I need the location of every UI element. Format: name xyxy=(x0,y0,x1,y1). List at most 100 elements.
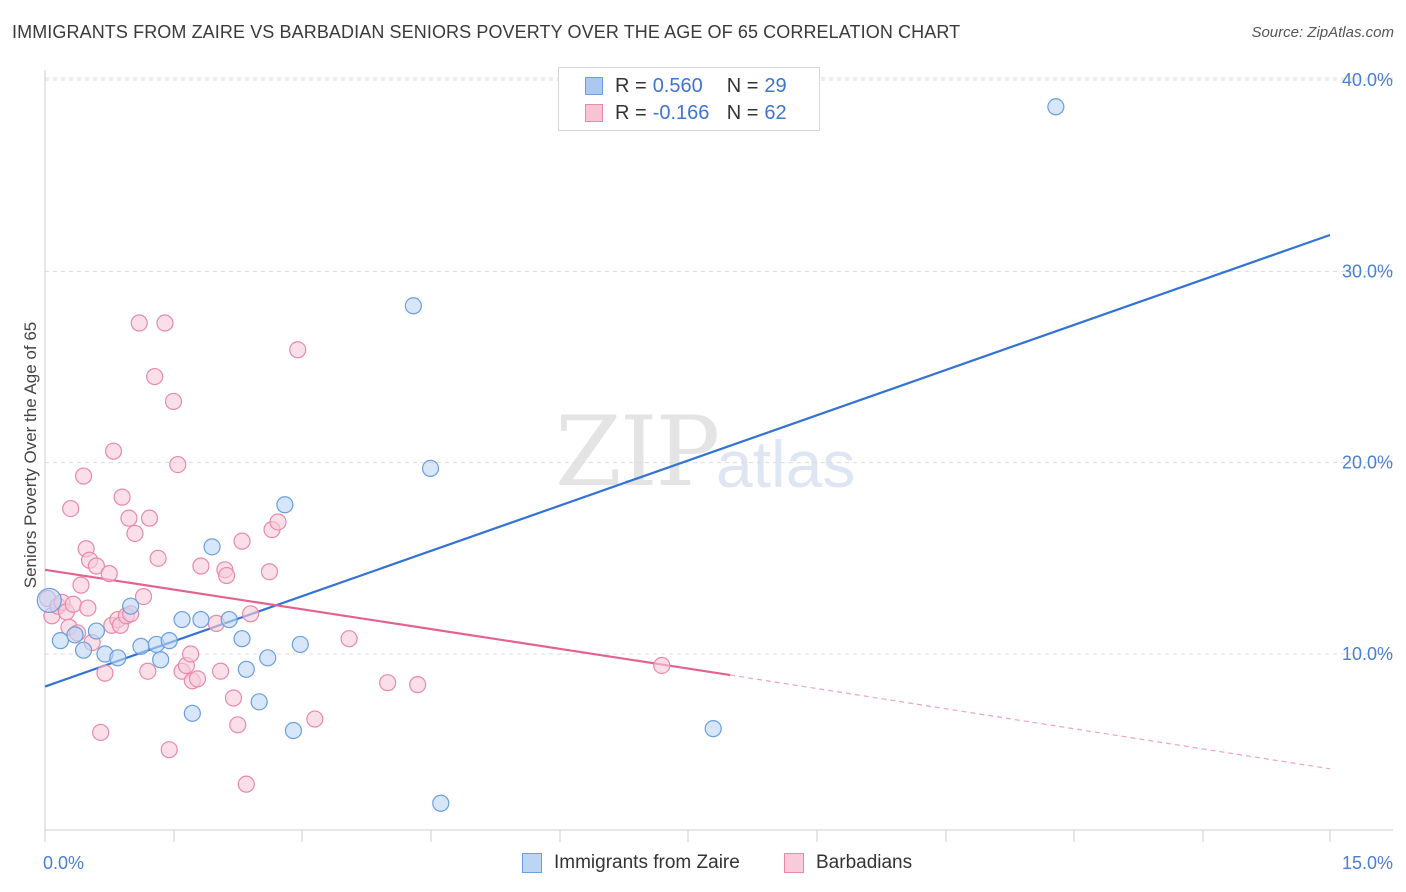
point-barbadians xyxy=(229,716,247,734)
point-zaire xyxy=(259,649,277,667)
grid-lines xyxy=(45,77,1393,655)
y-axis-label: Seniors Poverty Over the Age of 65 xyxy=(21,322,40,588)
legend-r-value: -0.166 xyxy=(652,101,710,124)
point-barbadians xyxy=(164,392,183,411)
point-barbadians xyxy=(260,563,279,581)
correlation-legend: R = 0.560 N = 29 R = -0.166 N = 62 xyxy=(558,67,820,131)
trend-line-barbadians-extension xyxy=(730,674,1331,770)
series-label-barbadians: Barbadians xyxy=(816,852,913,873)
point-zaire xyxy=(36,587,62,614)
point-zaire xyxy=(276,496,294,514)
point-barbadians xyxy=(182,645,200,663)
point-zaire xyxy=(122,597,140,615)
point-zaire xyxy=(87,622,106,640)
legend-r-label: R = xyxy=(615,101,647,124)
axes xyxy=(44,70,1393,842)
source-label: Source: ZipAtlas.com xyxy=(1251,24,1394,41)
point-barbadians xyxy=(237,775,255,793)
point-barbadians xyxy=(139,662,157,680)
point-barbadians xyxy=(156,314,174,332)
point-barbadians xyxy=(96,664,114,682)
point-zaire xyxy=(109,649,127,667)
point-barbadians xyxy=(233,532,251,550)
legend-swatch-zaire xyxy=(585,77,603,95)
point-zaire xyxy=(160,632,178,650)
axis-labels: 10.0% 20.0% 30.0% 40.0% 0.0% 15.0% Seniors Pov… xyxy=(21,70,1393,873)
legend-row-zaire: R = 0.560 N = 29 xyxy=(585,73,787,99)
y-tick-label: 20.0% xyxy=(1342,453,1393,473)
x-tick-label: 0.0% xyxy=(43,853,84,873)
point-barbadians xyxy=(100,565,118,583)
point-barbadians xyxy=(130,314,148,332)
series-legend-barbadians[interactable]: Barbadians xyxy=(784,852,912,874)
series-legend: Immigrants from Zaire Barbadians xyxy=(0,852,1406,878)
point-barbadians xyxy=(64,595,82,613)
legend-n-value: 62 xyxy=(764,101,787,124)
point-barbadians xyxy=(306,710,324,728)
point-barbadians xyxy=(289,341,307,359)
data-points xyxy=(36,98,1065,812)
point-zaire xyxy=(432,794,450,812)
point-barbadians xyxy=(169,455,187,474)
point-barbadians xyxy=(87,557,106,575)
y-tick-label: 40.0% xyxy=(1342,70,1393,90)
legend-n-value: 29 xyxy=(764,74,787,97)
point-zaire xyxy=(132,637,150,655)
point-zaire xyxy=(152,651,170,669)
legend-r-label: R = xyxy=(615,74,647,97)
point-barbadians xyxy=(379,674,397,692)
legend-n-label: N = xyxy=(726,101,759,124)
point-barbadians xyxy=(140,509,159,527)
point-zaire xyxy=(421,459,440,478)
chart-title: IMMIGRANTS FROM ZAIRE VS BARBADIAN SENIO… xyxy=(12,22,961,42)
point-barbadians xyxy=(79,599,97,617)
y-tick-label: 30.0% xyxy=(1342,261,1393,281)
y-tick-label: 10.0% xyxy=(1342,644,1393,664)
point-zaire xyxy=(203,538,221,556)
point-barbadians xyxy=(74,467,93,485)
point-zaire xyxy=(192,610,210,629)
trend-lines xyxy=(44,233,1331,770)
trend-line-barbadians xyxy=(44,568,731,677)
point-zaire xyxy=(237,660,255,678)
point-zaire xyxy=(404,297,422,315)
point-barbadians xyxy=(113,488,131,506)
point-barbadians xyxy=(92,723,110,742)
x-tick-label: 15.0% xyxy=(1342,853,1393,873)
watermark-atlas: atlas xyxy=(716,427,856,501)
point-barbadians xyxy=(126,524,144,543)
trend-line-zaire xyxy=(44,233,1331,688)
point-barbadians xyxy=(62,499,80,518)
legend-swatch-barbadians xyxy=(585,104,603,122)
point-barbadians xyxy=(192,557,210,575)
legend-r-value: 0.560 xyxy=(652,74,703,97)
point-barbadians xyxy=(149,549,167,567)
point-barbadians xyxy=(120,509,138,527)
point-barbadians xyxy=(104,442,123,460)
point-zaire xyxy=(704,720,722,738)
point-zaire xyxy=(173,610,191,629)
point-barbadians xyxy=(224,689,243,707)
point-barbadians xyxy=(188,670,207,688)
point-barbadians xyxy=(409,676,427,694)
point-barbadians xyxy=(269,513,287,531)
point-zaire xyxy=(66,626,84,644)
point-zaire xyxy=(250,693,268,711)
legend-row-barbadians: R = -0.166 N = 62 xyxy=(585,100,787,126)
point-barbadians xyxy=(653,656,671,675)
legend-n-label: N = xyxy=(726,74,759,97)
point-barbadians xyxy=(340,630,358,648)
point-zaire xyxy=(291,635,309,654)
point-zaire xyxy=(284,721,303,740)
point-barbadians xyxy=(160,741,178,759)
watermark-zip: ZIP xyxy=(555,396,720,508)
point-zaire xyxy=(183,704,201,722)
series-label-zaire: Immigrants from Zaire xyxy=(554,852,740,873)
point-barbadians xyxy=(72,576,90,594)
series-legend-zaire[interactable]: Immigrants from Zaire xyxy=(522,852,740,874)
series-swatch-barbadians xyxy=(784,853,804,873)
point-zaire xyxy=(74,641,93,659)
point-barbadians xyxy=(146,367,164,386)
point-barbadians xyxy=(218,566,236,585)
